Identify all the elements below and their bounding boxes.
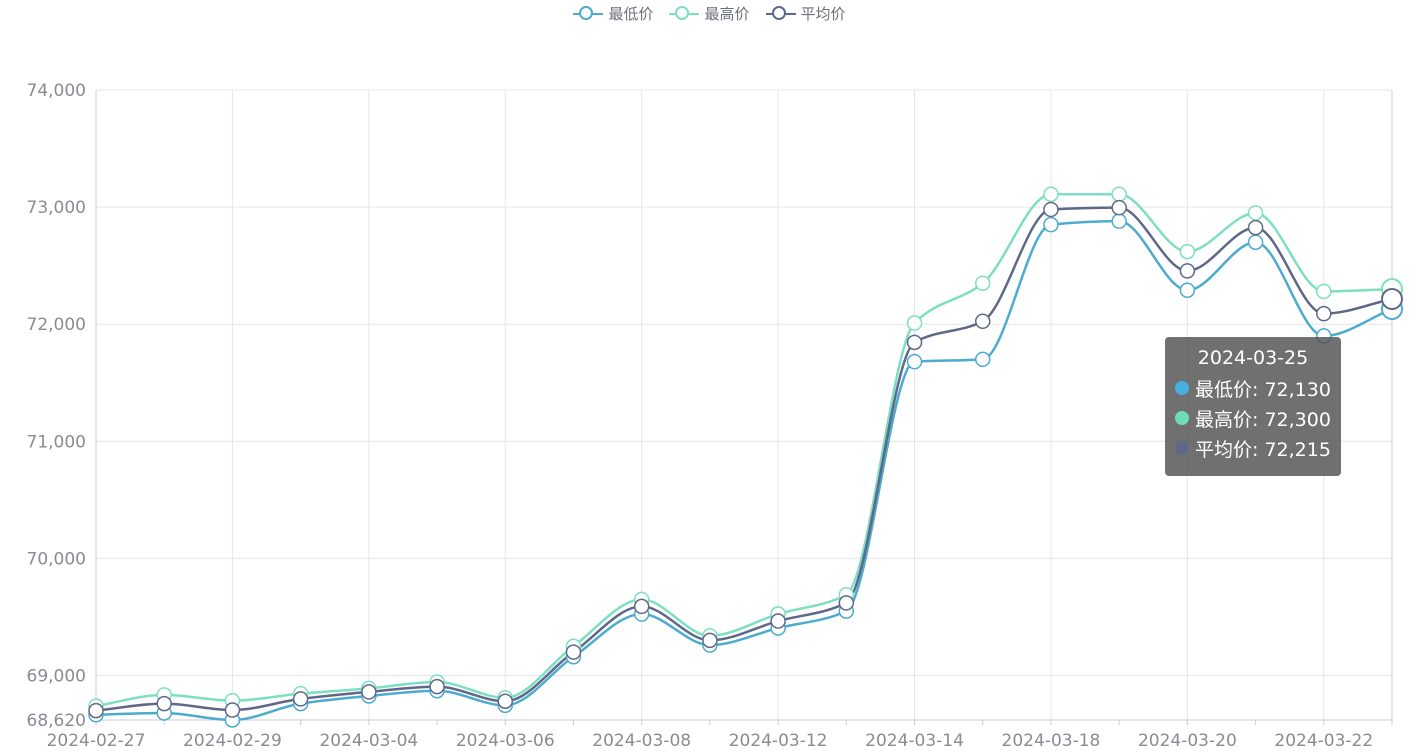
y-tick-label: 73,000 — [27, 198, 86, 218]
x-tick-label: 2024-03-20 — [1138, 731, 1237, 751]
data-point — [702, 632, 718, 649]
data-point — [565, 644, 582, 660]
x-tick-label: 2024-02-29 — [183, 731, 282, 751]
data-point — [292, 691, 309, 707]
series-points — [88, 186, 1403, 728]
data-point — [1381, 288, 1403, 311]
legend-min-icon — [573, 4, 604, 24]
tooltip-avg-label: 平均价: 72,215 — [1195, 438, 1331, 461]
data-point — [156, 695, 172, 712]
data-point — [974, 275, 991, 291]
tooltip-min-dot — [1175, 381, 1189, 395]
x-tick-label: 2024-03-18 — [1002, 731, 1101, 751]
data-point — [361, 684, 377, 700]
tooltip-min-label: 最低价: 72,130 — [1195, 378, 1331, 401]
x-tick-label: 2024-03-04 — [319, 731, 418, 751]
y-tick-label: 69,000 — [27, 667, 86, 687]
data-point — [1247, 205, 1264, 221]
x-tick-label: 2024-03-14 — [865, 731, 964, 751]
legend-item-max[interactable]: 最高价 — [669, 3, 750, 24]
data-point — [1111, 199, 1127, 216]
data-point — [224, 702, 241, 718]
data-point — [1043, 186, 1059, 202]
data-point — [429, 678, 445, 695]
y-tick-label: 71,000 — [27, 432, 86, 452]
tooltip-max-dot — [1175, 411, 1189, 425]
data-point — [1179, 282, 1196, 298]
legend-max-label: 最高价 — [704, 5, 750, 23]
data-point — [1043, 201, 1059, 218]
data-point — [1111, 186, 1127, 202]
data-point — [497, 693, 514, 710]
tooltip-row-min: 最低价: 72,130 — [1175, 373, 1331, 403]
data-point — [906, 353, 923, 370]
data-point — [1247, 234, 1264, 250]
data-point — [1111, 213, 1127, 229]
tooltip-date: 2024-03-25 — [1197, 347, 1309, 369]
data-point — [906, 315, 923, 331]
x-axis: 2024-02-27 2024-02-29 2024-03-04 2024-03-06… — [47, 719, 1393, 751]
tooltip-max-label: 最高价: 72,300 — [1195, 408, 1331, 431]
data-point — [974, 313, 991, 330]
data-point — [633, 598, 650, 615]
legend-avg-icon — [765, 4, 796, 24]
legend: 最低价 最高价 平均价 — [0, 3, 1419, 24]
x-tick-label: 2024-03-08 — [592, 731, 691, 751]
data-point — [838, 595, 855, 611]
legend-min-label: 最低价 — [608, 5, 654, 23]
y-tick-label: 70,000 — [27, 549, 86, 569]
data-point — [1247, 219, 1264, 236]
x-tick-label: 2024-03-22 — [1274, 731, 1373, 751]
tooltip-avg-dot — [1175, 441, 1189, 455]
data-point — [1043, 216, 1059, 233]
y-tick-label: 68,620 — [27, 711, 86, 731]
data-point — [1179, 263, 1196, 279]
tooltip-row-avg: 平均价: 72,215 — [1175, 433, 1331, 463]
data-point — [88, 702, 104, 719]
x-tick-label: 2024-03-12 — [729, 731, 828, 751]
data-point — [770, 613, 786, 629]
data-point — [1316, 283, 1332, 300]
y-tick-label: 74,000 — [27, 81, 86, 101]
data-point — [1316, 305, 1332, 322]
tooltip-row-max: 最高价: 72,300 — [1175, 403, 1331, 433]
data-point — [974, 351, 991, 368]
legend-max-icon — [669, 4, 700, 24]
x-tick-label: 2024-03-06 — [456, 731, 555, 751]
x-tick-label: 2024-02-27 — [47, 731, 146, 751]
data-point — [1179, 243, 1196, 260]
y-tick-label: 72,000 — [27, 315, 86, 335]
grid — [96, 89, 1392, 720]
legend-item-avg[interactable]: 平均价 — [765, 3, 846, 24]
y-axis: 74,000 73,000 72,000 71,000 70,000 69,000 68,6… — [27, 81, 1393, 731]
data-point — [906, 334, 923, 351]
tooltip: 2024-03-25 最低价: 72,130 最高价: 72,300 平均价: … — [1165, 337, 1341, 476]
legend-avg-label: 平均价 — [800, 5, 846, 23]
legend-item-min[interactable]: 最低价 — [573, 3, 653, 24]
